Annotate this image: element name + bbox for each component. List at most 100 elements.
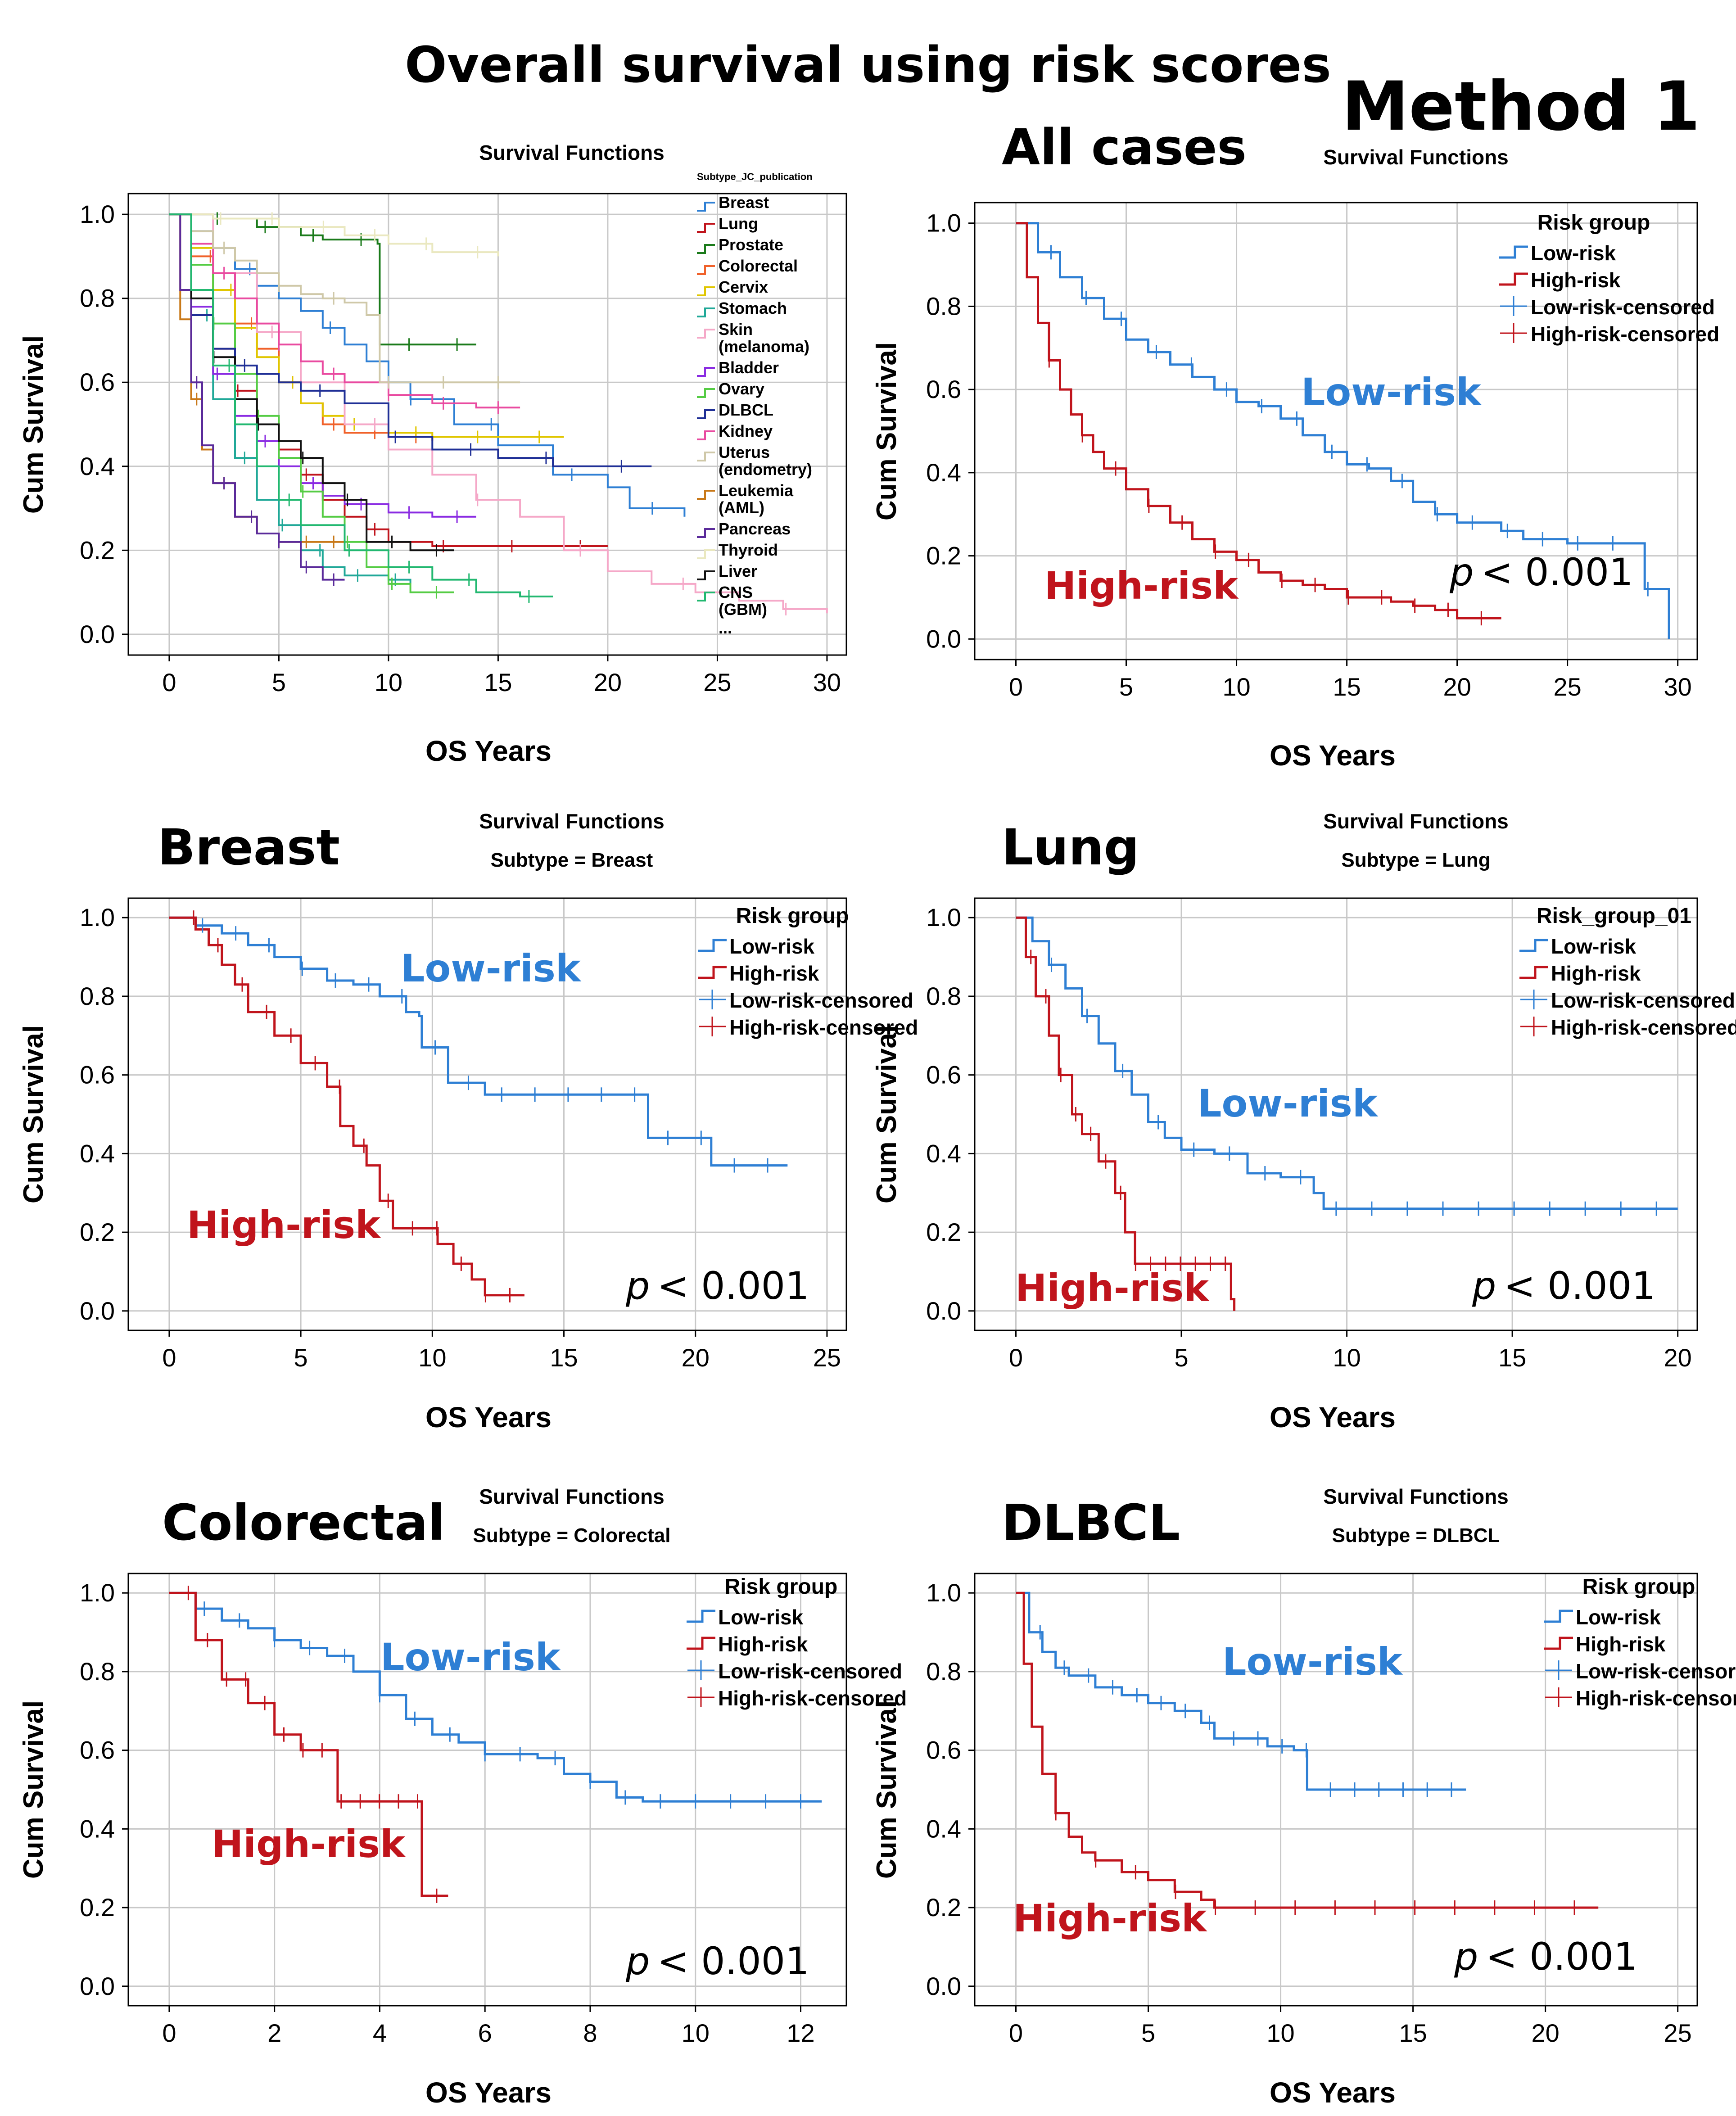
legend-entry-line: Uterus	[719, 443, 770, 461]
series-line	[169, 213, 828, 614]
legend-entry-line: (GBM)	[719, 600, 767, 619]
x-tick-label: 25	[703, 668, 731, 696]
legend-swatch	[698, 939, 727, 952]
legend-swatch	[697, 265, 715, 275]
p-value-symbol: p	[625, 1264, 650, 1308]
chart-subtitle: Subtype = Lung	[1341, 849, 1490, 871]
y-tick-label: 0.2	[80, 1218, 115, 1246]
legend-entry: Low-risk-censored	[729, 989, 913, 1012]
legend-title: Risk group	[1537, 211, 1650, 235]
y-tick-label: 0.6	[926, 375, 961, 403]
y-tick-label: 1.0	[80, 903, 115, 931]
x-tick-label: 10	[375, 668, 402, 696]
chart-breast: 0 5 10 15 20 25 0.0 0.2 0.4 0.6 0.8 1.0 OS Years Cum …	[18, 809, 918, 1433]
x-tick-label: 6	[478, 2019, 492, 2047]
x-tick-label: 20	[682, 1343, 710, 1372]
y-tick-label: 0.8	[80, 284, 115, 312]
legend-entry: Leukemia (AML)	[719, 481, 794, 517]
legend-entry: Stomach	[719, 299, 787, 317]
high-risk-line	[1016, 222, 1501, 619]
p-value-symbol: p	[625, 1939, 650, 1983]
chart-title: Survival Functions	[479, 141, 665, 164]
chart-title: Survival Functions	[479, 1485, 665, 1508]
low-risk-annotation: Low-risk	[380, 1635, 561, 1679]
x-tick-label: 25	[1664, 2019, 1692, 2047]
legend-entry: CNS (GBM)	[719, 583, 767, 619]
legend-entry: High-risk	[1531, 268, 1621, 292]
legend-entry: Low-risk	[1551, 935, 1637, 958]
x-tick-label: 25	[813, 1343, 841, 1372]
y-axis-label: Cum Survival	[871, 342, 902, 520]
plot-border	[974, 1573, 1698, 2007]
low-risk-line	[1016, 916, 1678, 1210]
y-tick-label: 0.4	[80, 452, 115, 480]
y-tick-label: 0.4	[926, 1814, 961, 1843]
x-tick-label: 20	[594, 668, 622, 696]
legend-entry: High-risk	[1576, 1632, 1666, 1656]
legend-title: Risk group	[736, 904, 849, 928]
legend-entry: Bladder	[719, 358, 779, 377]
y-tick-label: 0.2	[926, 1218, 961, 1246]
series-line	[169, 213, 345, 581]
legend-entry: High-risk-censored	[718, 1686, 907, 1710]
plot-border	[127, 1573, 847, 2007]
x-tick-label: 15	[484, 668, 512, 696]
chart-title: Survival Functions	[1323, 145, 1509, 169]
chart-all-subtypes: 0 5 10 15 20 25 30 0.0 0.2 0.4 0.6 0.8 1.0 OS Years Cu…	[18, 141, 847, 767]
panel-label: Breast	[158, 818, 340, 876]
legend-entry: Low-risk-censored	[1531, 295, 1715, 319]
x-tick-label: 5	[1119, 673, 1133, 701]
legend-swatch	[697, 286, 715, 296]
legend-entry: Colorectal	[719, 257, 798, 275]
legend-swatch	[1519, 966, 1548, 979]
legend-entry-line: Leukemia	[719, 481, 794, 500]
legend-swatch	[697, 490, 715, 500]
legend-swatch	[698, 966, 727, 979]
chart-dlbcl: 0 5 10 15 20 25 0.0 0.2 0.4 0.6 0.8 1.0 OS Years Cum …	[871, 1485, 1736, 2109]
low-risk-line	[1016, 222, 1670, 639]
y-axis-label: Cum Survival	[871, 1025, 902, 1203]
x-tick-label: 4	[373, 2019, 387, 2047]
y-tick-label: 0.8	[926, 292, 961, 320]
y-tick-label: 0.0	[926, 624, 961, 653]
y-tick-label: 0.8	[80, 982, 115, 1010]
x-tick-label: 5	[1141, 2019, 1155, 2047]
x-tick-label: 15	[1399, 2019, 1427, 2047]
x-axis-label: OS Years	[425, 735, 552, 767]
y-tick-label: 0.8	[80, 1657, 115, 1686]
x-tick-label: 20	[1531, 2019, 1559, 2047]
high-risk-line	[169, 916, 524, 1297]
legend-entry-line: (endometry)	[719, 460, 812, 479]
y-tick-label: 0.6	[80, 1061, 115, 1089]
series-line	[169, 213, 520, 384]
legend-swatch	[687, 1637, 715, 1650]
legend-entry: Cervix	[719, 278, 768, 296]
legend-swatch	[697, 452, 715, 461]
y-tick-label: 0.0	[926, 1972, 961, 2000]
x-tick-label: 5	[272, 668, 286, 696]
legend-entry: High-risk-censored	[1576, 1686, 1736, 1710]
y-tick-label: 0.4	[926, 1139, 961, 1167]
legend-swatch	[1499, 245, 1528, 259]
chart-subtitle: Subtype = Breast	[491, 849, 653, 871]
plot-border	[974, 202, 1698, 660]
legend-entry: High-risk-censored	[1531, 322, 1719, 346]
legend-swatch	[1499, 272, 1528, 286]
legend-entry: Low-risk	[718, 1605, 804, 1629]
legend-title: Risk group	[725, 1575, 838, 1599]
y-axis-label: Cum Survival	[18, 1700, 49, 1879]
y-tick-label: 0.6	[80, 368, 115, 396]
legend-swatch	[697, 430, 715, 440]
y-tick-label: 1.0	[926, 903, 961, 931]
low-risk-line	[169, 916, 788, 1167]
y-tick-label: 0.4	[80, 1139, 115, 1167]
y-tick-label: 1.0	[80, 1578, 115, 1607]
legend-entry: Breast	[719, 193, 769, 212]
legend-entry: Ovary	[719, 380, 764, 398]
low-risk-annotation: Low-risk	[401, 946, 582, 990]
x-tick-label: 15	[1498, 1343, 1526, 1372]
legend-entry: Kidney	[719, 422, 773, 440]
y-tick-label: 1.0	[926, 1578, 961, 1607]
y-tick-label: 0.0	[80, 1297, 115, 1325]
